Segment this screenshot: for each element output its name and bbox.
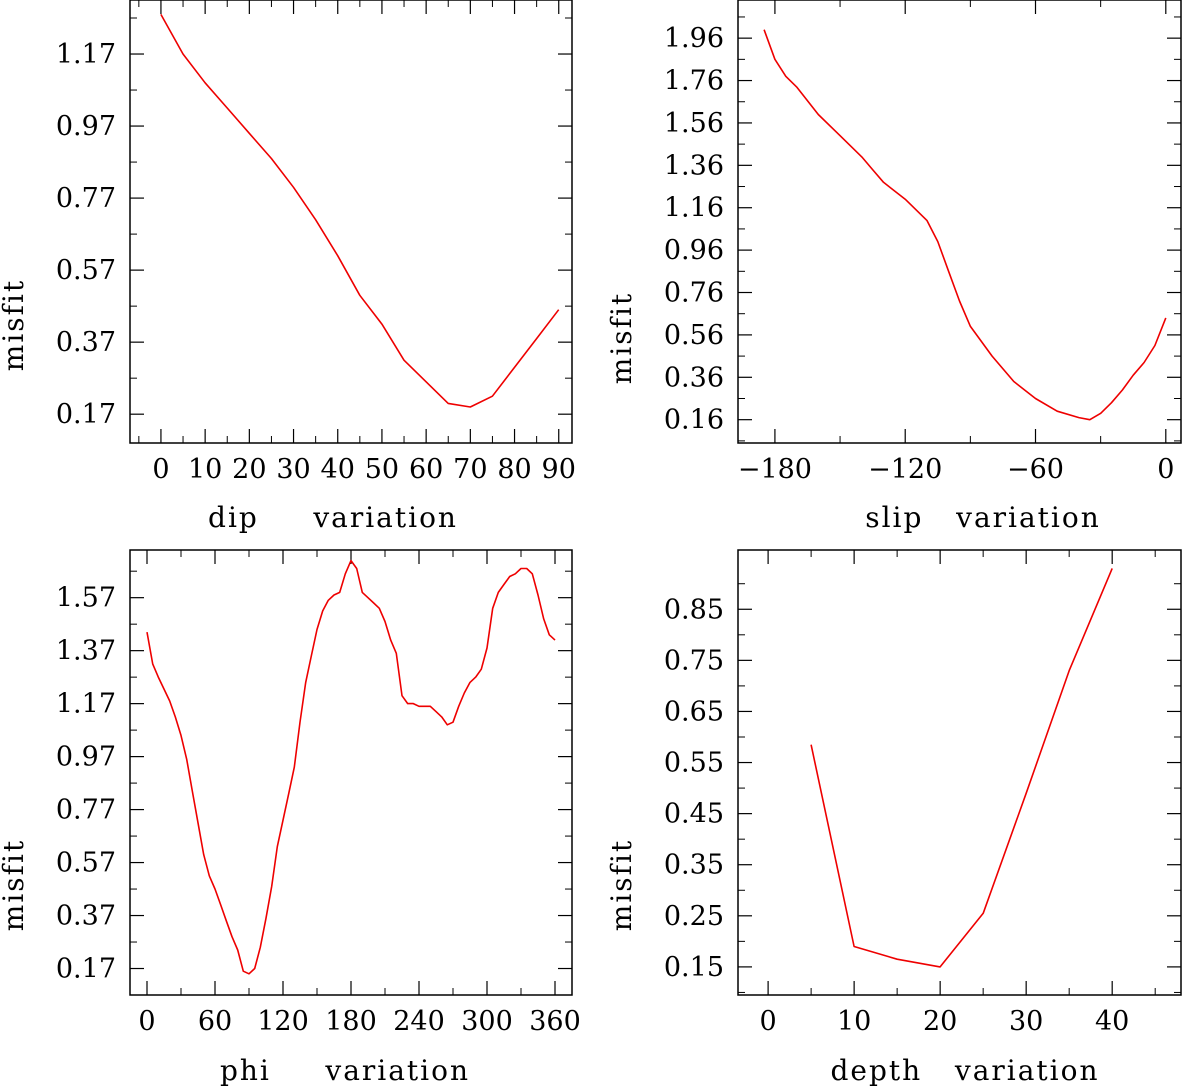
slip-chart: −180 −120 −60 0 0.16 0.36 0.56 0.76 0.96 1.16 1.36… [605,0,1182,534]
slip-y-tick-label: 1.96 [664,23,724,54]
phi-x-tick-label: 300 [461,1006,513,1037]
depth-y-tick-label: 0.55 [664,748,724,779]
phi-y-tick-label: 1.57 [56,583,116,614]
depth-misfit-line [810,568,1113,968]
phi-y-tick-label: 1.17 [56,689,116,720]
depth-x-tick-label: 20 [923,1006,957,1037]
slip-y-tick-label: 1.76 [664,66,724,97]
slip-y-tick-label: 0.76 [664,278,724,309]
dip-x-tick-label: 50 [365,454,399,485]
dip-x-axis-title: dip variation [208,501,458,534]
depth-y-tick-label: 0.65 [664,696,724,727]
dip-x-tick-label: 40 [321,454,355,485]
phi-misfit-line [146,559,556,975]
phi-marks [146,559,556,975]
depth-chart: 0 10 20 30 40 0.15 0.25 0.35 0.45 0.55 0.65 0.75 0.8… [605,549,1182,1086]
dip-x-tick-label: 70 [453,454,487,485]
slip-x-tick-label: −120 [868,454,942,485]
slip-x-tick-label: −180 [738,454,812,485]
dip-x-tick-label: 30 [276,454,310,485]
phi-x-tick-label: 120 [257,1006,309,1037]
phi-x-tick-label: 60 [198,1006,232,1037]
depth-plot-frame [737,549,1182,996]
dip-x-tick-label: 20 [232,454,266,485]
slip-y-tick-label: 0.36 [664,362,724,393]
slip-axes-ticks: −180 −120 −60 0 0.16 0.36 0.56 0.76 0.96 1.16 1.36… [664,0,1181,485]
depth-y-tick-label: 0.15 [664,952,724,983]
dip-y-tick-label: 0.37 [56,327,116,358]
slip-y-tick-label: 1.36 [664,150,724,181]
slip-plot-frame [737,0,1182,444]
dip-marks [160,14,560,408]
slip-x-tick-label: −60 [1007,454,1064,485]
phi-x-axis-title: phi variation [220,1054,470,1086]
slip-y-tick-label: 1.56 [664,108,724,139]
phi-y-tick-label: 0.37 [56,901,116,932]
phi-y-tick-label: 1.37 [56,636,116,667]
phi-y-tick-label: 0.77 [56,795,116,826]
phi-x-tick-label: 0 [138,1006,155,1037]
depth-x-tick-label: 10 [837,1006,871,1037]
dip-y-tick-label: 0.97 [56,111,116,142]
phi-plot-frame [129,549,573,996]
phi-chart: 0 60 120 180 240 300 360 0.17 0.37 0.57 0.77 0.97 1.… [0,549,581,1086]
depth-y-tick-label: 0.35 [664,850,724,881]
phi-x-tick-label: 360 [529,1006,581,1037]
dip-y-tick-label: 0.57 [56,255,116,286]
depth-y-tick-label: 0.45 [664,799,724,830]
depth-x-tick-label: 40 [1095,1006,1129,1037]
depth-y-tick-label: 0.85 [664,594,724,625]
dip-y-axis-title: misfit [0,279,30,371]
phi-x-tick-label: 180 [325,1006,377,1037]
phi-axes-ticks: 0 60 120 180 240 300 360 0.17 0.37 0.57 0.77 0.97 1.… [56,550,581,1037]
slip-y-tick-label: 0.96 [664,235,724,266]
dip-y-tick-label: 0.77 [56,183,116,214]
depth-axes-ticks: 0 10 20 30 40 0.15 0.25 0.35 0.45 0.55 0.65 0.75 0.8… [664,550,1181,1037]
slip-y-tick-label: 1.16 [664,193,724,224]
depth-x-axis-title: depth variation [830,1054,1099,1086]
dip-y-tick-label: 0.17 [56,399,116,430]
depth-x-tick-label: 0 [760,1006,777,1037]
depth-y-tick-label: 0.25 [664,901,724,932]
slip-y-tick-label: 0.16 [664,405,724,436]
phi-y-axis-title: misfit [0,839,30,931]
phi-y-tick-label: 0.17 [56,954,116,985]
dip-y-tick-label: 1.17 [56,39,116,70]
dip-x-tick-label: 60 [409,454,443,485]
depth-marks [810,568,1113,968]
dip-axes-ticks: 0 10 20 30 40 50 60 70 80 90 0.17 0.37 0.57 0.77 0.97 1… [56,0,576,485]
depth-y-axis-title: misfit [605,839,638,931]
slip-marks [763,29,1167,421]
phi-y-tick-label: 0.57 [56,848,116,879]
phi-y-tick-label: 0.97 [56,742,116,773]
dip-misfit-line [160,14,560,408]
depth-y-tick-label: 0.75 [664,645,724,676]
dip-x-tick-label: 0 [152,454,169,485]
slip-y-tick-label: 0.56 [664,320,724,351]
dip-x-tick-label: 10 [188,454,222,485]
dip-x-tick-label: 90 [542,454,576,485]
dip-plot-frame [129,0,573,444]
slip-y-axis-title: misfit [605,292,638,384]
dip-chart: 0 10 20 30 40 50 60 70 80 90 0.17 0.37 0.57 0.77 0.97 1… [0,0,576,534]
phi-x-tick-label: 240 [393,1006,445,1037]
depth-x-tick-label: 30 [1009,1006,1043,1037]
slip-misfit-line [763,29,1167,421]
dip-x-tick-label: 80 [497,454,531,485]
slip-x-axis-title: slip variation [865,501,1101,534]
slip-x-tick-label: 0 [1157,454,1174,485]
